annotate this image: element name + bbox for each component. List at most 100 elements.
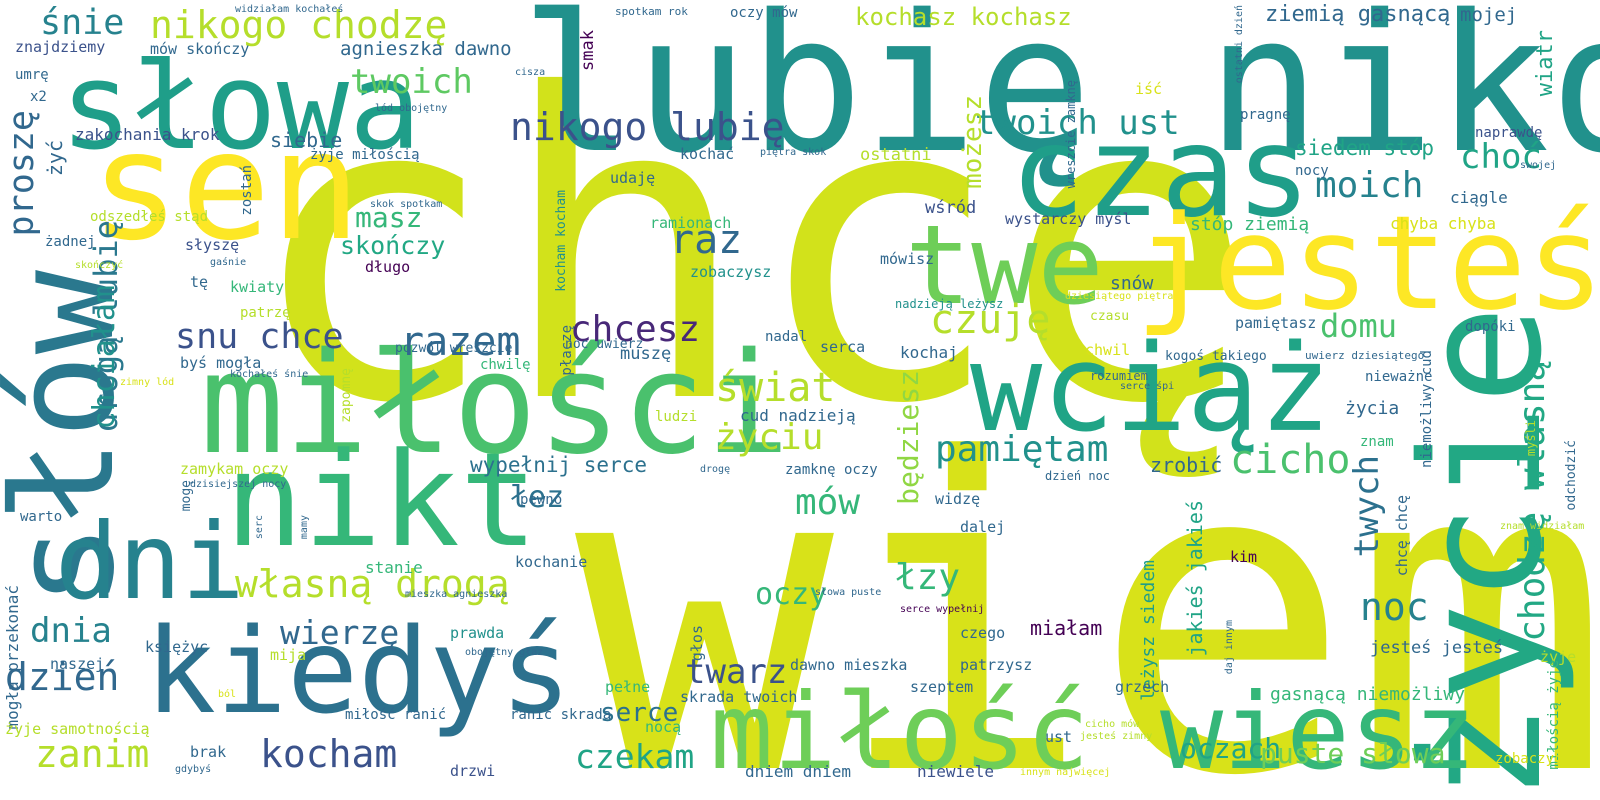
cloud-word: wierzę — [280, 613, 400, 652]
cloud-word: twe — [905, 201, 1104, 329]
cloud-word: chwilę — [480, 357, 531, 373]
cloud-word: mojej — [1460, 4, 1518, 26]
cloud-word: proszę — [2, 110, 42, 237]
cloud-word: kim — [1230, 548, 1258, 566]
cloud-word: chcę chcę — [1393, 495, 1411, 577]
cloud-word: dopóki — [1465, 319, 1516, 335]
cloud-word: dawno mieszka — [790, 656, 908, 674]
cloud-word: pamiętasz — [1235, 314, 1317, 332]
cloud-word: chwil — [1085, 341, 1131, 359]
cloud-word: skończy — [340, 231, 446, 260]
cloud-word: snów — [1110, 273, 1154, 294]
cloud-word: noc uwierz — [565, 337, 644, 352]
cloud-word: szeptem — [910, 678, 974, 696]
cloud-word: noc — [1360, 585, 1429, 629]
cloud-word: chyba chyba — [1390, 214, 1496, 233]
cloud-word: ból — [218, 689, 237, 700]
cloud-word: prawda — [450, 624, 505, 642]
cloud-word: skrada twoich — [680, 688, 798, 706]
cloud-word: ostatni dzień — [1234, 5, 1245, 84]
cloud-word: siebie — [270, 128, 343, 152]
cloud-word: zanim — [35, 732, 150, 776]
cloud-word: odszedłeś stąd — [90, 209, 209, 225]
cloud-word: mamy — [299, 515, 310, 540]
cloud-word: skok spotkam — [370, 199, 443, 210]
cloud-word: słyszę — [185, 236, 240, 254]
cloud-word: daj innym — [1224, 620, 1235, 675]
cloud-word: długo — [365, 258, 411, 276]
cloud-word: kochaj — [900, 343, 958, 362]
cloud-word: kochanie — [515, 553, 588, 571]
cloud-word: żyć — [43, 140, 67, 177]
cloud-word: łez — [510, 480, 565, 515]
cloud-word: ostatni — [860, 145, 932, 165]
cloud-word: brak — [190, 743, 227, 761]
cloud-word: patrzysz — [960, 656, 1033, 674]
cloud-word: domu — [1320, 307, 1398, 345]
cloud-word: dni — [55, 501, 245, 623]
cloud-word: twarz — [685, 652, 788, 692]
cloud-word: stanie — [365, 558, 423, 577]
cloud-word: pragnę — [1240, 107, 1291, 123]
cloud-word: zimny lód — [120, 377, 175, 388]
cloud-word: x2 — [30, 89, 47, 105]
cloud-word: lubię nikogo — [520, 0, 1600, 195]
cloud-word: swojej — [1520, 160, 1557, 171]
cloud-word: własną drogą — [235, 562, 510, 606]
cloud-word: udaję — [610, 169, 656, 187]
cloud-word: gdybyś — [175, 764, 212, 775]
cloud-word: mija — [270, 646, 307, 664]
cloud-word: razem — [400, 319, 521, 365]
cloud-word: śnie — [40, 3, 125, 43]
cloud-word: cicho — [1230, 437, 1351, 483]
cloud-word: pamiętam — [935, 429, 1109, 470]
cloud-word: zapomnę — [339, 368, 354, 423]
cloud-word: życia — [1345, 398, 1400, 419]
cloud-word: jesteś zimny — [1080, 731, 1153, 742]
cloud-word: gaśnie — [210, 257, 247, 268]
cloud-word: ranić skrada — [510, 707, 612, 723]
cloud-word: mieszka agnieszka — [405, 589, 508, 600]
cloud-word: jakieś jakieś — [1183, 500, 1207, 657]
cloud-word: dzisiejszej nocy — [190, 479, 287, 490]
cloud-word: ludzi — [655, 409, 698, 425]
cloud-word: pewno — [520, 492, 563, 508]
cloud-word: pozwól wreszcie — [395, 341, 513, 356]
cloud-word: dnia — [30, 611, 112, 651]
cloud-word: umrę — [15, 67, 49, 83]
cloud-word: czekam — [575, 737, 695, 776]
cloud-word: słowa puste — [815, 587, 882, 598]
cloud-word: serce śpi — [1120, 381, 1175, 392]
cloud-word: masz — [355, 201, 423, 234]
cloud-word: dzień — [5, 655, 120, 699]
cloud-word: żadnej — [45, 234, 96, 250]
cloud-word: cisza — [515, 67, 546, 78]
cloud-word: żyje miłością — [310, 147, 420, 163]
cloud-word: świat — [715, 365, 836, 411]
cloud-word: wiesz — [1160, 671, 1477, 793]
cloud-word: znam widziałam — [1500, 521, 1585, 532]
cloud-word: puste słowa — [1260, 737, 1446, 770]
cloud-word: oczy — [755, 577, 828, 612]
cloud-word: twych — [1347, 455, 1387, 558]
cloud-word: nikogo lubię — [510, 105, 785, 149]
cloud-word: zakochania krok — [75, 125, 220, 144]
cloud-word: czuję — [930, 297, 1051, 343]
cloud-word: warto — [20, 509, 63, 525]
cloud-word: mów — [795, 482, 861, 523]
cloud-word: snu chce — [175, 317, 344, 357]
cloud-word: zrobić — [1150, 453, 1223, 477]
cloud-word: widziałam kochałeś — [235, 4, 344, 15]
cloud-word: łzy — [895, 557, 961, 598]
cloud-word: dalej — [960, 518, 1006, 536]
cloud-word: stóp ziemią — [1190, 214, 1310, 235]
cloud-word: zobaczysz — [690, 263, 772, 281]
cloud-word: mówisz — [880, 250, 935, 268]
cloud-word: wreszcie zamknę — [1064, 80, 1078, 189]
cloud-word: chcę — [245, 7, 1257, 496]
cloud-word: żyje samotnością — [5, 720, 150, 738]
cloud-word: jesteś — [1135, 187, 1600, 339]
cloud-word: cicho mów — [1085, 719, 1140, 730]
cloud-word: ciągle — [1450, 188, 1508, 207]
cloud-word: wystarczy myśl — [1005, 210, 1132, 228]
